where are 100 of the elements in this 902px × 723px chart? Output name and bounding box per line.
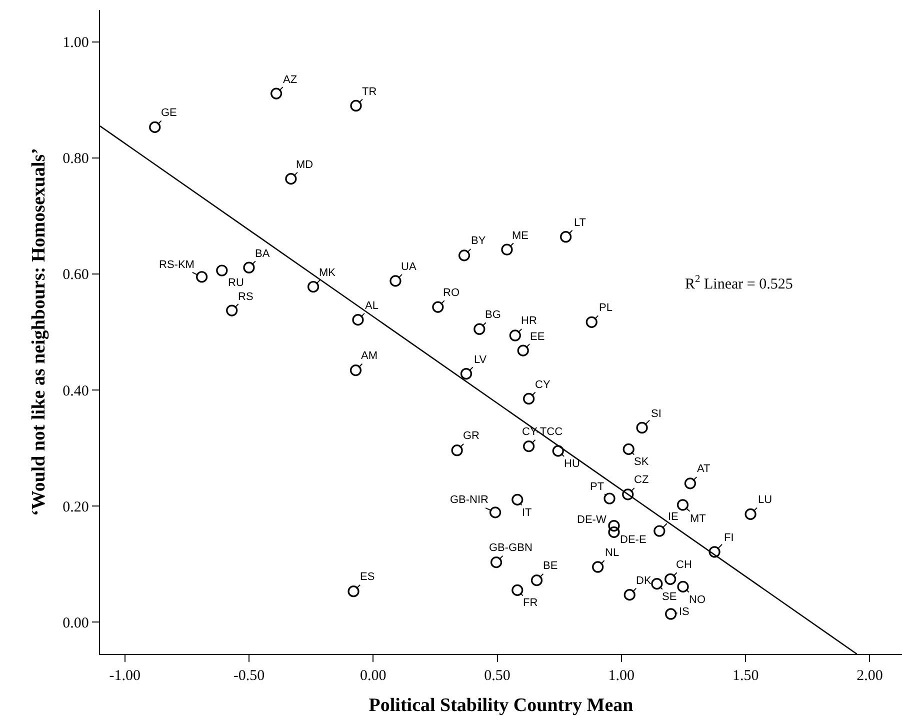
- point: [474, 323, 486, 335]
- point: [509, 330, 521, 342]
- point: [744, 508, 756, 520]
- annotation: AZ: [283, 74, 298, 86]
- point: [390, 275, 402, 287]
- annotation: R$^{2}$ Linear = 0.525: [685, 274, 793, 292]
- x-tick-label: -1.00: [109, 668, 140, 684]
- point: [451, 444, 463, 456]
- annotation: BE: [543, 560, 558, 572]
- annotation: SE: [662, 591, 677, 603]
- point: [432, 301, 444, 313]
- point: [636, 422, 648, 434]
- annotation: HR: [521, 315, 537, 327]
- point: [489, 506, 502, 518]
- y-tick-label: 0.60: [62, 267, 89, 284]
- annotation: TR: [362, 86, 377, 98]
- point: [665, 608, 677, 620]
- annotation: RS: [238, 291, 254, 303]
- annotation: MT: [690, 513, 706, 525]
- point: [708, 546, 720, 558]
- x-tick-label: 2.00: [856, 668, 883, 684]
- annotation: CZ: [634, 474, 649, 486]
- annotation: PL: [599, 302, 612, 314]
- y-tick-label: 0.20: [62, 499, 89, 516]
- point: [460, 368, 472, 380]
- x-tick-label: 0.00: [360, 668, 386, 684]
- x-axis-title: Political Stability Country Mean: [368, 694, 634, 716]
- y-tick-label: 0.40: [62, 383, 89, 400]
- point: [512, 584, 524, 596]
- x-tick-label: 0.50: [484, 668, 510, 684]
- annotation: GR: [463, 430, 480, 442]
- point: [592, 561, 604, 573]
- annotation: NO: [689, 594, 706, 606]
- annotation: BG: [485, 309, 501, 321]
- annotation: GB-NIR: [450, 494, 489, 506]
- point: [352, 314, 364, 326]
- annotation: AL: [365, 300, 378, 312]
- annotation: CY: [535, 379, 551, 391]
- point: [149, 121, 161, 133]
- point: [560, 231, 572, 243]
- point: [586, 316, 598, 328]
- point: [530, 574, 543, 586]
- y-axis-title: ‘Would not like as neighbours: Homosexuals’: [28, 148, 50, 516]
- y-tick-label: 0.00: [62, 615, 89, 632]
- annotation: LV: [474, 354, 488, 366]
- point: [458, 250, 470, 262]
- annotation: ES: [360, 571, 375, 583]
- point: [622, 488, 634, 500]
- point: [523, 392, 535, 405]
- point: [243, 262, 255, 274]
- y-tick-label: 0.80: [62, 151, 89, 168]
- point: [350, 100, 362, 112]
- annotation: GB-GBN: [489, 542, 532, 554]
- annotation: DK: [636, 575, 652, 587]
- point: [348, 586, 360, 598]
- annotation: UA: [401, 261, 417, 273]
- point: [622, 443, 634, 455]
- x-tick-label: -0.50: [233, 668, 265, 684]
- point: [624, 589, 636, 601]
- annotation: AT: [697, 463, 711, 475]
- point: [501, 244, 513, 256]
- annotation: PT: [590, 481, 604, 493]
- annotation: SK: [634, 456, 650, 468]
- point: [512, 494, 524, 506]
- point: [552, 445, 564, 457]
- point: [676, 499, 689, 511]
- point: [523, 440, 535, 452]
- point: [270, 88, 282, 100]
- annotation: SI: [651, 408, 662, 420]
- y-tick-label: 1.00: [62, 35, 89, 52]
- annotation: RO: [443, 287, 460, 299]
- point: [517, 344, 529, 356]
- annotation: LT: [574, 217, 586, 229]
- point: [654, 525, 666, 537]
- annotation: NL: [605, 547, 620, 559]
- point: [608, 526, 620, 538]
- annotation: RS-KM: [159, 259, 194, 271]
- annotation: MK: [319, 267, 336, 279]
- point: [490, 556, 502, 568]
- annotation: RU: [228, 277, 244, 289]
- annotation: BA: [255, 248, 270, 260]
- point: [216, 264, 228, 276]
- point: [677, 580, 689, 592]
- x-tick-label: 1.00: [608, 668, 635, 684]
- point: [285, 173, 297, 185]
- annotation: IS: [679, 606, 690, 618]
- point: [350, 364, 362, 376]
- annotation: ME: [512, 230, 528, 242]
- annotation: IE: [668, 511, 678, 523]
- annotation: DE-W: [577, 514, 607, 526]
- annotation: BY: [471, 235, 486, 247]
- point: [604, 492, 616, 504]
- point: [226, 304, 238, 316]
- annotation: HU: [564, 458, 580, 470]
- annotation: AM: [361, 350, 378, 362]
- annotation: MD: [296, 159, 314, 171]
- point: [684, 478, 696, 490]
- annotation: FI: [724, 532, 734, 544]
- point: [196, 271, 208, 283]
- point: [307, 280, 320, 293]
